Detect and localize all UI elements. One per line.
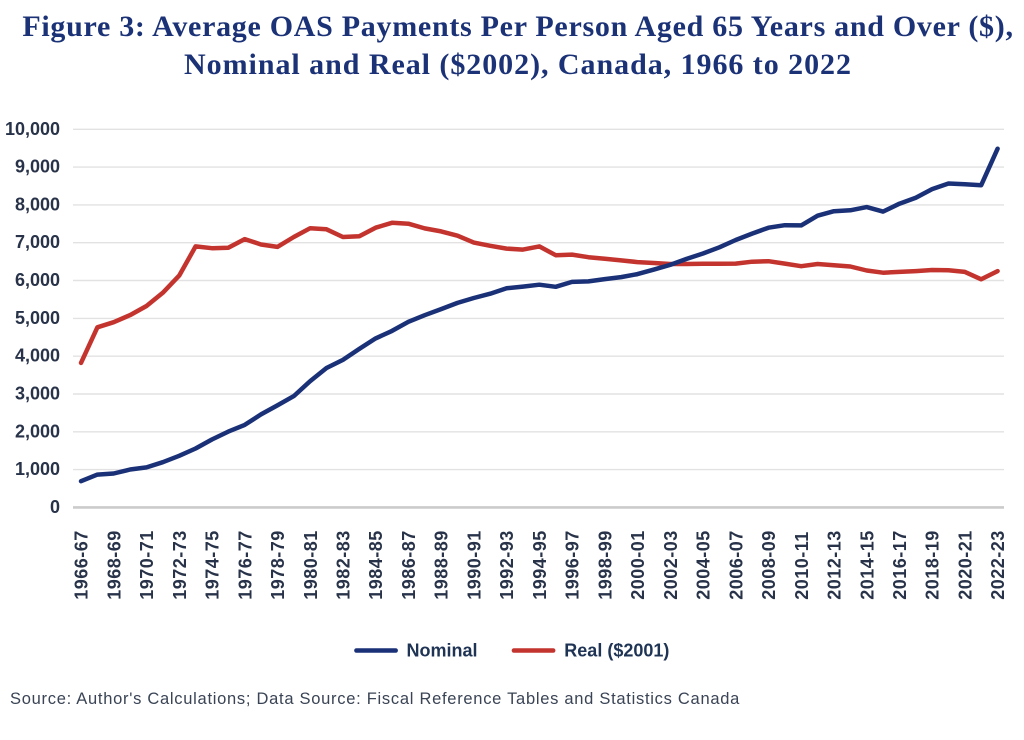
svg-text:1984-85: 1984-85 [366, 530, 386, 600]
svg-text:2,000: 2,000 [15, 421, 60, 441]
svg-text:1982-83: 1982-83 [334, 530, 354, 600]
svg-text:1992-93: 1992-93 [497, 530, 517, 600]
svg-text:5,000: 5,000 [15, 308, 60, 328]
svg-text:7,000: 7,000 [15, 232, 60, 252]
svg-text:2012-13: 2012-13 [825, 530, 845, 600]
svg-text:Real ($2001): Real ($2001) [564, 641, 669, 661]
svg-text:1972-73: 1972-73 [170, 530, 190, 600]
svg-text:1966-67: 1966-67 [72, 530, 92, 600]
svg-text:1978-79: 1978-79 [268, 530, 288, 600]
svg-text:2016-17: 2016-17 [890, 530, 910, 600]
svg-text:1968-69: 1968-69 [104, 530, 124, 600]
svg-text:8,000: 8,000 [15, 194, 60, 214]
svg-text:4,000: 4,000 [15, 346, 60, 366]
svg-text:1994-95: 1994-95 [530, 530, 550, 600]
svg-text:9,000: 9,000 [15, 157, 60, 177]
svg-text:10,000: 10,000 [5, 119, 60, 139]
svg-text:1998-99: 1998-99 [595, 530, 615, 600]
svg-text:2006-07: 2006-07 [726, 530, 746, 600]
svg-text:1990-91: 1990-91 [464, 530, 484, 600]
svg-text:2000-01: 2000-01 [628, 530, 648, 600]
svg-text:2014-15: 2014-15 [857, 530, 877, 600]
svg-text:2002-03: 2002-03 [661, 530, 681, 600]
svg-text:0: 0 [50, 497, 60, 517]
svg-text:1996-97: 1996-97 [563, 530, 583, 600]
svg-text:1970-71: 1970-71 [137, 530, 157, 600]
svg-text:3,000: 3,000 [15, 384, 60, 404]
svg-text:2010-11: 2010-11 [792, 531, 812, 600]
svg-text:2018-19: 2018-19 [923, 530, 943, 600]
svg-text:1988-89: 1988-89 [432, 530, 452, 600]
svg-text:1976-77: 1976-77 [235, 530, 255, 600]
svg-text:2020-21: 2020-21 [956, 530, 976, 600]
svg-text:2008-09: 2008-09 [759, 530, 779, 600]
svg-text:2022-23: 2022-23 [988, 530, 1008, 600]
svg-text:1974-75: 1974-75 [203, 530, 223, 600]
svg-text:Nominal: Nominal [407, 641, 478, 661]
svg-text:1980-81: 1980-81 [301, 530, 321, 600]
svg-text:6,000: 6,000 [15, 270, 60, 290]
svg-text:1,000: 1,000 [15, 459, 60, 479]
svg-text:1986-87: 1986-87 [399, 530, 419, 600]
svg-text:2004-05: 2004-05 [694, 530, 714, 600]
